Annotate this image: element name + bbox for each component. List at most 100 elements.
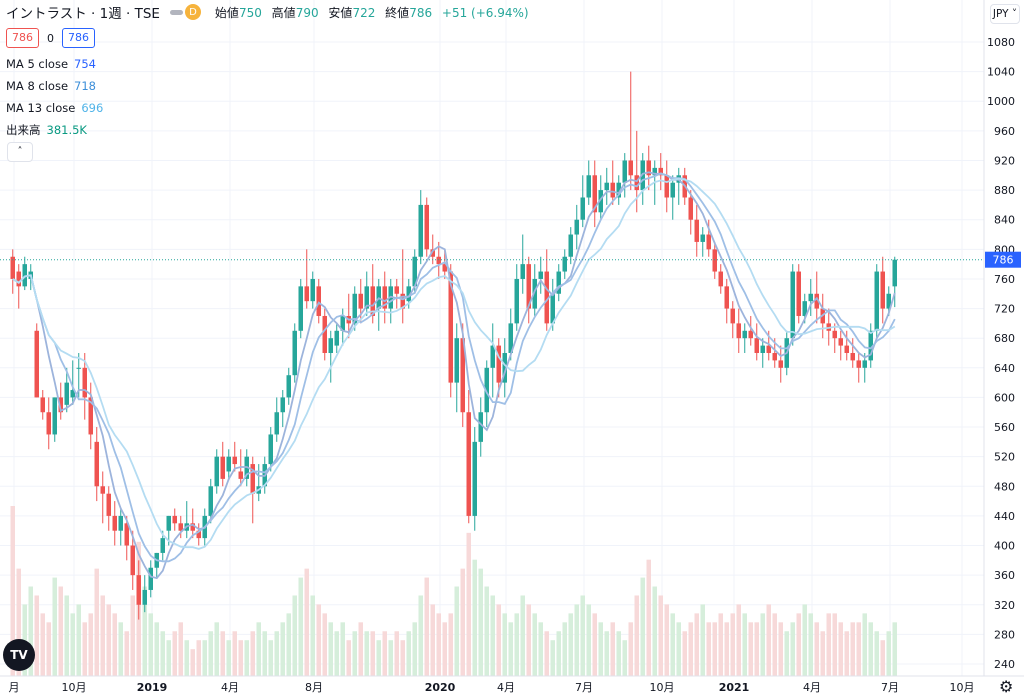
candle-body: [568, 234, 573, 257]
candle-body: [844, 345, 849, 353]
candle-body: [298, 286, 303, 331]
volume-bar: [754, 622, 759, 676]
ask-price-box[interactable]: 786: [62, 28, 95, 48]
volume-bar: [478, 568, 483, 676]
candle-body: [280, 397, 285, 413]
x-tick-label: 10月: [650, 681, 675, 694]
candle-body: [694, 219, 699, 242]
candle-body: [664, 175, 669, 198]
volume-bar: [286, 613, 291, 676]
candle-body: [226, 456, 231, 472]
candle-body: [400, 293, 405, 309]
candle-body: [136, 575, 141, 605]
candle-body: [340, 315, 345, 331]
price-axis[interactable]: 240 280 320 360 400 440 480 520 560 600 640 680 720 7…: [983, 0, 1015, 676]
volume-bar: [676, 622, 681, 676]
symbol-title[interactable]: イントラスト · 1週 · TSE: [6, 6, 160, 22]
volume-bar: [178, 622, 183, 676]
volume-bar: [616, 631, 621, 676]
volume-bar: [352, 631, 357, 676]
volume-bar: [820, 631, 825, 676]
candle-body: [214, 456, 219, 487]
candle-body: [514, 278, 519, 324]
candle-body: [190, 523, 195, 531]
candle-body: [382, 286, 387, 309]
close-label: 終値: [385, 5, 410, 20]
volume-bar: [436, 613, 441, 676]
volume-bar: [58, 586, 63, 676]
visibility-toggle[interactable]: D: [169, 4, 201, 20]
volume-bar: [550, 640, 555, 676]
volume-bar: [892, 622, 897, 676]
volume-bar: [634, 595, 639, 676]
settings-icon[interactable]: ⚙: [999, 677, 1014, 696]
ma5-legend[interactable]: MA 5 close 754: [6, 57, 96, 71]
moving-average-lines: [12, 171, 896, 580]
candle-body: [220, 456, 225, 479]
volume-bar: [16, 568, 21, 676]
candle-body: [268, 434, 273, 465]
candle-body: [304, 286, 309, 302]
volume-bar: [160, 631, 165, 676]
bid-price-box[interactable]: 786: [6, 28, 39, 48]
ma8-line: [12, 172, 896, 563]
volume-bar: [694, 613, 699, 676]
volume-bar: [814, 622, 819, 676]
y-tick-label: 280: [994, 628, 1015, 641]
y-tick-label: 680: [994, 332, 1015, 345]
volume-bar: [412, 622, 417, 676]
candle-body: [352, 293, 357, 324]
volume-bar: [580, 595, 585, 676]
candle-body: [634, 175, 639, 191]
volume-bar: [526, 604, 531, 676]
volume-bar: [130, 595, 135, 676]
candle-body: [616, 182, 621, 198]
candle-body: [508, 323, 513, 353]
volume-bar: [730, 613, 735, 676]
volume-bar: [328, 622, 333, 676]
ma13-legend[interactable]: MA 13 close 696: [6, 101, 103, 115]
candle-body: [454, 338, 459, 383]
close-value: 786: [409, 5, 433, 20]
tradingview-logo[interactable]: TV: [3, 639, 35, 671]
volume-legend[interactable]: 出来高 381.5K: [6, 122, 87, 138]
currency-selector[interactable]: JPY ˅: [990, 4, 1020, 24]
volume-bar: [322, 613, 327, 676]
volume-bar: [232, 631, 237, 676]
candle-body: [178, 523, 183, 531]
volume-bar: [358, 622, 363, 676]
volume-bar: [52, 577, 57, 676]
candle-body: [670, 182, 675, 198]
volume-bar: [610, 622, 615, 676]
volume-bar: [592, 613, 597, 676]
volume-bar: [520, 595, 525, 676]
candle-body: [544, 271, 549, 324]
time-axis[interactable]: 月 10月 2019 4月 8月 2020 4月 7月 10月 2021 4月 7月 10月: [0, 675, 1024, 694]
candle-body: [328, 338, 333, 353]
candle-body: [148, 567, 153, 590]
candle-body: [88, 397, 93, 435]
x-tick-label: 2020: [425, 681, 456, 694]
y-tick-label: 400: [994, 540, 1015, 553]
collapse-legend-button[interactable]: ˄: [7, 142, 33, 162]
volume-bar: [256, 622, 261, 676]
candle-body: [886, 293, 891, 309]
open-label: 始値: [214, 5, 239, 20]
volume-bar: [700, 604, 705, 676]
candle-body: [64, 382, 69, 405]
ma8-legend[interactable]: MA 8 close 718: [6, 79, 96, 93]
ma13-value: 696: [81, 101, 104, 115]
volume-bar: [40, 613, 45, 676]
candle-body: [22, 264, 27, 287]
y-tick-label: 440: [994, 510, 1015, 523]
candle-body: [358, 293, 363, 309]
spread-value: 0: [47, 31, 54, 45]
volume-bar: [382, 631, 387, 676]
volume-bar: [64, 595, 69, 676]
toggle-badge: D: [184, 4, 201, 20]
candle-body: [238, 471, 243, 479]
x-tick-label: 4月: [497, 681, 515, 694]
candle-body: [448, 271, 453, 383]
volume-bar: [340, 622, 345, 676]
